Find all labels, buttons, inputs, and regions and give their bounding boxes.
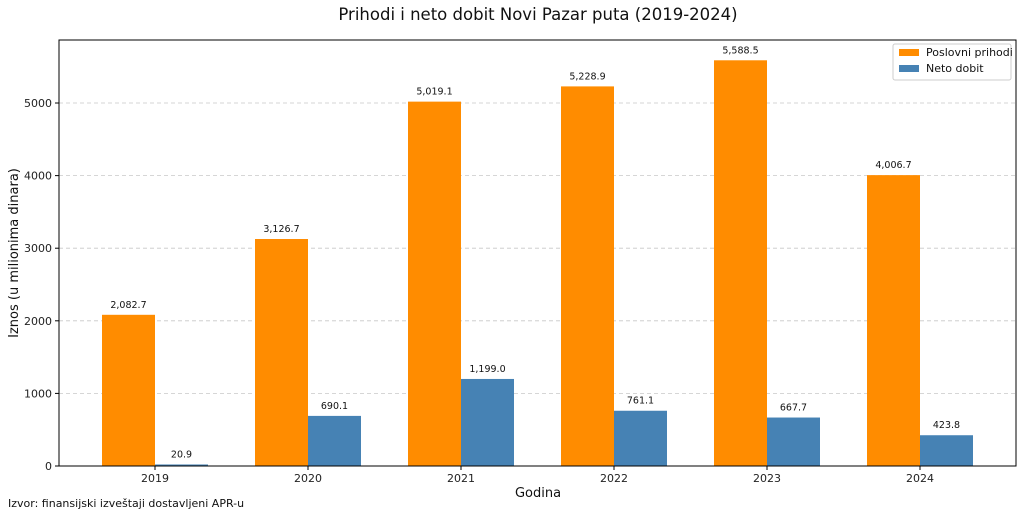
x-tick-label: 2023 (753, 472, 781, 485)
y-tick-label: 1000 (24, 387, 52, 400)
y-tick-label: 3000 (24, 242, 52, 255)
x-tick-label: 2021 (447, 472, 475, 485)
bar-neto-dobit-2024 (920, 435, 973, 466)
legend-box (892, 43, 1012, 81)
legend-entry: Neto dobit (926, 62, 984, 75)
bar-neto-dobit-2022 (614, 410, 667, 466)
bar-poslovni-prihodi-2019 (102, 314, 155, 466)
legend: Poslovni prihodi Neto dobit (892, 43, 1013, 81)
source-note: Izvor: finansijski izveštaji dostavljeni… (8, 497, 244, 510)
bar-poslovni-prihodi-2020 (255, 239, 308, 466)
x-tick-label: 2020 (294, 472, 322, 485)
x-tick-label: 2024 (906, 472, 934, 485)
data-labels: 2,082.7 20.9 3,126.7 690.1 5,019.1 1,199.0 5,2… (110, 45, 960, 460)
data-label: 5,588.5 (722, 45, 758, 56)
y-tick-label: 4000 (24, 170, 52, 183)
y-tick-label: 2000 (24, 315, 52, 328)
data-label: 423.8 (933, 420, 960, 431)
data-label: 5,019.1 (416, 87, 452, 98)
data-label: 761.1 (627, 396, 654, 407)
data-label: 3,126.7 (263, 224, 299, 235)
bar-neto-dobit-2019 (155, 464, 208, 466)
gridlines (59, 102, 1016, 394)
legend-swatch (899, 65, 919, 72)
bar-neto-dobit-2021 (461, 378, 514, 466)
bar-poslovni-prihodi-2022 (561, 86, 614, 467)
y-tick-label: 0 (45, 460, 52, 473)
x-axis: 2019 2020 2021 2022 2023 2024 (141, 466, 934, 485)
legend-swatch (899, 49, 919, 56)
x-tick-label: 2022 (600, 472, 628, 485)
data-label: 20.9 (171, 449, 192, 460)
chart-title: Prihodi i neto dobit Novi Pazar puta (20… (338, 5, 737, 24)
data-label: 1,199.0 (469, 364, 505, 375)
bar-poslovni-prihodi-2021 (408, 101, 461, 466)
data-label: 5,228.9 (569, 71, 605, 82)
x-axis-title: Godina (515, 486, 561, 501)
x-tick-label: 2019 (141, 472, 169, 485)
y-axis-title: Iznos (u milionima dinara) (7, 168, 22, 338)
bars (102, 60, 973, 467)
bar-poslovni-prihodi-2024 (867, 175, 920, 466)
data-label: 667.7 (780, 403, 807, 414)
y-tick-label: 5000 (24, 97, 52, 110)
bar-neto-dobit-2020 (308, 415, 361, 466)
bar-poslovni-prihodi-2023 (714, 60, 767, 467)
plot-frame (58, 39, 1017, 467)
data-label: 2,082.7 (110, 300, 146, 311)
bar-neto-dobit-2023 (767, 417, 820, 466)
data-label: 690.1 (321, 401, 348, 412)
legend-entry: Poslovni prihodi (926, 46, 1013, 59)
data-label: 4,006.7 (875, 160, 911, 171)
y-axis: 0 1000 2000 3000 4000 5000 (24, 97, 59, 473)
